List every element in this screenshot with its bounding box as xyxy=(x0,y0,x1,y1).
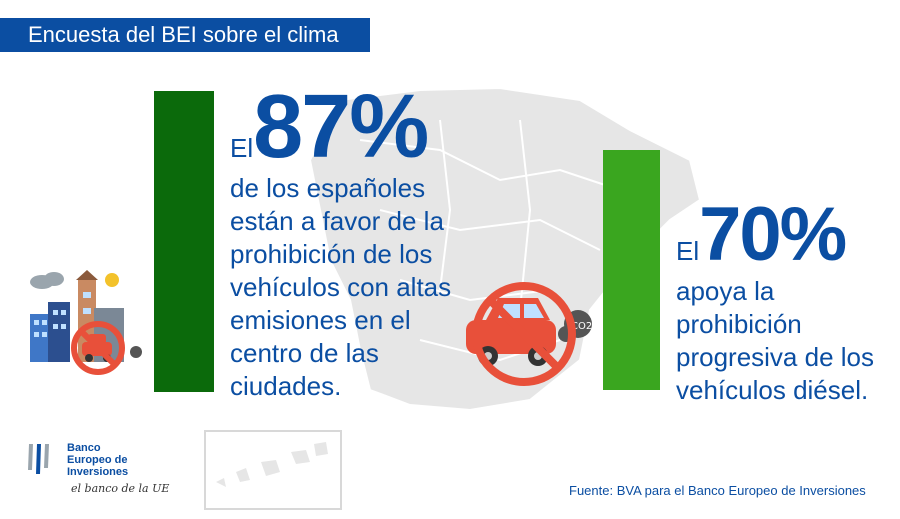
svg-text:CO2: CO2 xyxy=(571,321,592,332)
eib-logo-tagline: el banco de la UE xyxy=(71,482,170,495)
stat-70-line: prohibición xyxy=(676,309,802,339)
stat-87-line: prohibición de los xyxy=(230,239,433,269)
source-note: Fuente: BVA para el Banco Europeo de Inv… xyxy=(569,483,866,498)
eib-logo-name: Banco Europeo de Inversiones xyxy=(67,442,147,478)
no-car-co2-icon: CO2 xyxy=(466,282,592,386)
eib-logo: Banco Europeo de Inversiones el banco de… xyxy=(27,440,169,495)
logo-name-line: Banco xyxy=(67,442,101,454)
logo-name-line: Europeo de xyxy=(67,454,128,466)
stat-70-line: vehículos diésel. xyxy=(676,375,869,405)
canary-islands-map xyxy=(216,442,328,487)
eib-logo-mark xyxy=(28,444,49,474)
stat-87-line: emisiones en el xyxy=(230,305,411,335)
spain-map xyxy=(308,86,702,412)
stat-87-line: ciudades. xyxy=(230,371,342,401)
stat-87-prefix: El xyxy=(230,133,254,163)
stat-70-line: progresiva de los xyxy=(676,342,874,372)
stat-87-line: están a favor de la xyxy=(230,206,444,236)
stat-70-block: El70% apoya la prohibición progresiva de… xyxy=(676,195,874,407)
stat-87-value: 87% xyxy=(253,77,429,177)
city-no-car-icon xyxy=(30,270,142,375)
stat-87-line: de los españoles xyxy=(230,173,426,203)
stat-87-block: El87% de los españoles están a favor de … xyxy=(230,82,451,403)
stat-70-line: apoya la xyxy=(676,276,775,306)
bar-70 xyxy=(603,150,660,390)
logo-name-line: Inversiones xyxy=(67,466,129,478)
stat-87-line: vehículos con altas xyxy=(230,272,452,302)
canary-islands-inset xyxy=(204,430,342,510)
stat-70-value: 70% xyxy=(699,192,847,277)
stat-70-prefix: El xyxy=(676,236,700,266)
header-title: Encuesta del BEI sobre el clima xyxy=(0,18,370,52)
bar-87 xyxy=(154,91,214,392)
stat-87-line: centro de las xyxy=(230,338,379,368)
